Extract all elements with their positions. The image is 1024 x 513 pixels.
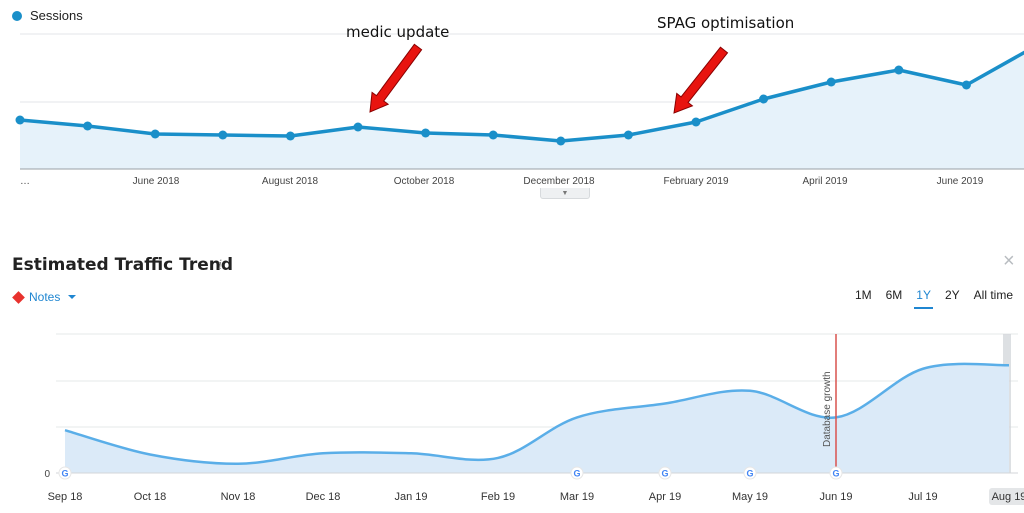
info-icon[interactable]: i bbox=[218, 258, 223, 273]
x-tick-label: Oct 18 bbox=[134, 491, 166, 503]
sessions-point bbox=[759, 94, 769, 104]
sessions-point bbox=[826, 77, 836, 87]
x-tick-label: May 19 bbox=[732, 491, 768, 503]
sessions-point bbox=[623, 130, 633, 140]
x-tick-label: April 2019 bbox=[802, 176, 847, 187]
collapse-chart-button[interactable]: ▼ bbox=[540, 188, 590, 199]
x-tick-label: … bbox=[20, 176, 30, 187]
x-tick-label: Nov 18 bbox=[221, 491, 256, 503]
sessions-legend-label: Sessions bbox=[30, 8, 83, 23]
notes-label: Notes bbox=[29, 290, 61, 304]
event-label: Database growth bbox=[822, 371, 833, 447]
arrow-medic-update bbox=[369, 43, 423, 113]
google-update-icon: G bbox=[58, 466, 72, 480]
notes-dropdown[interactable]: Notes bbox=[12, 290, 77, 304]
sessions-point bbox=[691, 117, 701, 127]
sessions-point bbox=[894, 65, 904, 75]
sessions-point bbox=[556, 136, 566, 146]
sessions-point bbox=[353, 122, 363, 132]
current-period-tick-highlight bbox=[989, 488, 1024, 505]
chevron-down-icon: ▼ bbox=[561, 189, 569, 197]
sessions-point bbox=[150, 129, 160, 139]
google-update-icon: G bbox=[743, 466, 757, 480]
sessions-legend[interactable]: Sessions bbox=[12, 8, 83, 23]
traffic-line bbox=[64, 362, 1010, 465]
sessions-point bbox=[285, 131, 295, 141]
x-tick-label: June 2019 bbox=[937, 176, 984, 187]
sessions-point bbox=[83, 121, 93, 131]
sessions-line bbox=[19, 50, 1024, 143]
panel-title: Estimated Traffic Trend bbox=[12, 255, 234, 275]
svg-text:G: G bbox=[573, 469, 580, 479]
range-2y-button[interactable]: 2Y bbox=[944, 288, 960, 302]
x-tick-label: Jun 19 bbox=[819, 491, 852, 503]
x-tick-label: Mar 19 bbox=[560, 491, 594, 503]
caret-down-icon bbox=[68, 295, 77, 299]
range-1y-button[interactable]: 1Y bbox=[909, 287, 938, 309]
google-update-icon: G bbox=[658, 466, 672, 480]
notes-diamond-icon bbox=[12, 290, 25, 304]
sessions-point bbox=[488, 130, 498, 140]
x-tick-label: February 2019 bbox=[663, 176, 728, 187]
sessions-point bbox=[961, 80, 971, 90]
range-all-time-button[interactable]: All time bbox=[973, 288, 1013, 302]
arrow-spag-optimisation bbox=[673, 46, 729, 114]
sessions-point bbox=[218, 130, 228, 140]
x-tick-label: August 2018 bbox=[262, 176, 319, 187]
x-tick-label: Feb 19 bbox=[481, 491, 515, 503]
y-zero-label: 0 bbox=[44, 469, 50, 480]
x-tick-label: Jan 19 bbox=[394, 491, 427, 503]
x-tick-label: Dec 18 bbox=[306, 491, 341, 503]
svg-text:G: G bbox=[832, 469, 839, 479]
sessions-area bbox=[20, 52, 1024, 169]
sessions-legend-dot bbox=[12, 10, 22, 21]
svg-text:G: G bbox=[661, 469, 668, 479]
range-6m-button[interactable]: 6M bbox=[885, 288, 903, 302]
x-tick-label: Apr 19 bbox=[649, 491, 681, 503]
sessions-point bbox=[421, 128, 431, 138]
traffic-area bbox=[65, 363, 1009, 473]
x-tick-label: Aug 19 bbox=[992, 491, 1024, 503]
time-range-selector: 1M 6M 1Y 2Y All time bbox=[848, 287, 1020, 309]
close-icon[interactable]: × bbox=[1003, 250, 1015, 272]
sessions-chart: … June 2018 August 2018 October 2018 Decembe… bbox=[15, 33, 1024, 187]
x-tick-label: Jul 19 bbox=[908, 491, 937, 503]
google-update-icon: G bbox=[829, 466, 843, 480]
x-tick-label: October 2018 bbox=[394, 176, 455, 187]
annotation-medic-update: medic update bbox=[346, 23, 450, 41]
svg-text:G: G bbox=[746, 469, 753, 479]
range-1m-button[interactable]: 1M bbox=[854, 288, 872, 302]
x-tick-label: Sep 18 bbox=[48, 491, 83, 503]
traffic-trend-chart: Database growth 0 G G G G G Sep 18 Oct 18 Nov 18 D… bbox=[44, 333, 1024, 505]
google-update-icon: G bbox=[570, 466, 584, 480]
annotation-spag-optimisation: SPAG optimisation bbox=[657, 14, 795, 32]
x-tick-label: December 2018 bbox=[523, 176, 595, 187]
x-tick-label: June 2018 bbox=[133, 176, 180, 187]
sessions-point bbox=[15, 115, 25, 125]
svg-text:G: G bbox=[61, 469, 68, 479]
